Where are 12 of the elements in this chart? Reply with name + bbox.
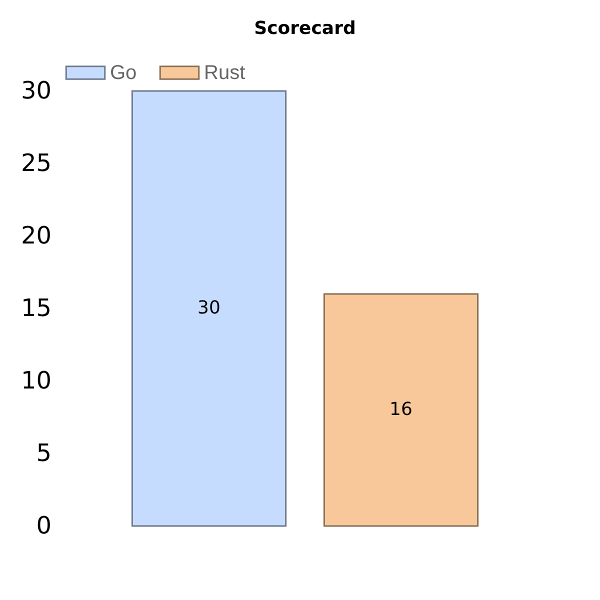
data-label: 16 bbox=[390, 399, 412, 420]
legend-label: Go bbox=[110, 62, 137, 84]
y-tick-label: 30 bbox=[20, 76, 52, 104]
legend-label: Rust bbox=[204, 62, 246, 84]
y-tick-label: 10 bbox=[20, 366, 52, 394]
y-tick-label: 15 bbox=[20, 294, 52, 322]
y-tick-label: 25 bbox=[20, 149, 52, 177]
chart-title: Scorecard bbox=[254, 18, 356, 39]
y-tick-label: 0 bbox=[36, 512, 52, 540]
y-tick-label: 5 bbox=[36, 439, 52, 467]
y-tick-label: 20 bbox=[20, 222, 52, 250]
data-label: 30 bbox=[198, 298, 220, 318]
